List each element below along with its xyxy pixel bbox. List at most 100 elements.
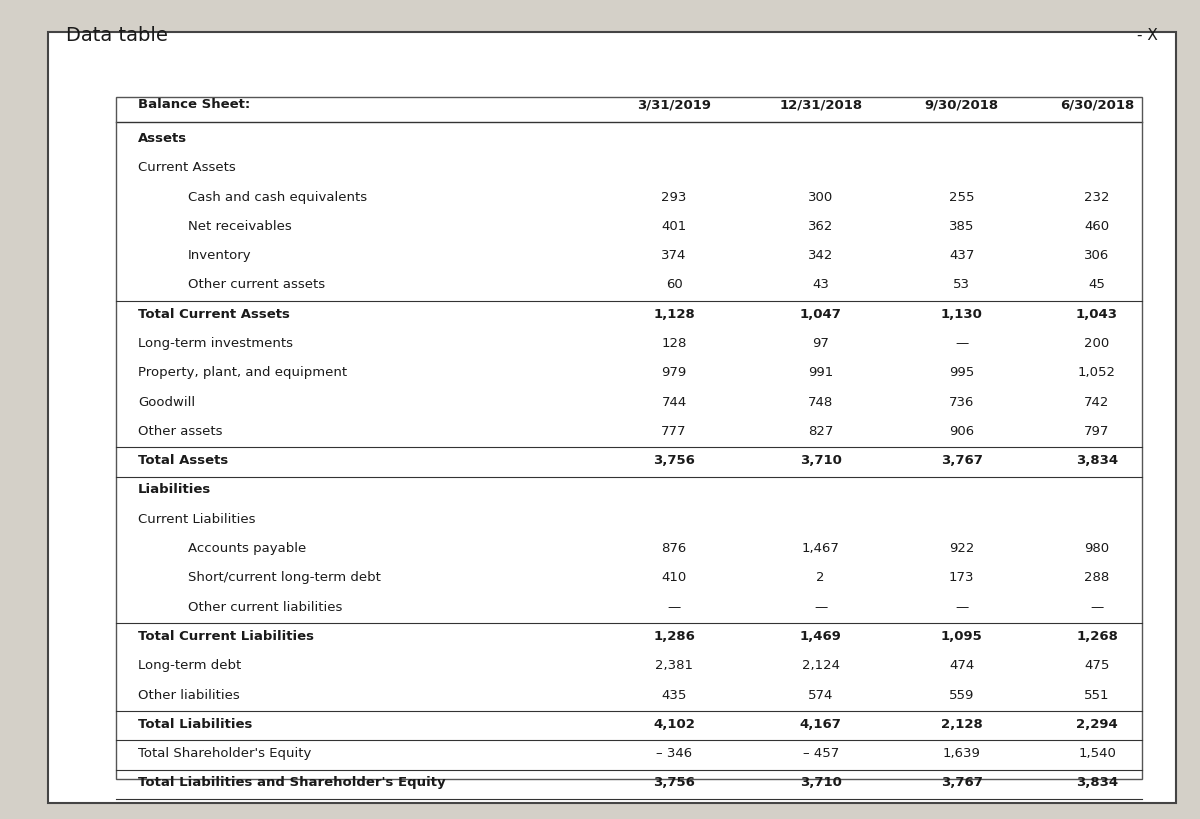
Text: Inventory: Inventory (188, 249, 252, 262)
Text: 876: 876 (661, 541, 686, 554)
Text: 306: 306 (1085, 249, 1110, 262)
Text: - X: - X (1138, 28, 1158, 43)
Text: 906: 906 (949, 424, 974, 437)
Text: 3,767: 3,767 (941, 776, 983, 789)
Text: 45: 45 (1088, 278, 1105, 291)
Text: 6/30/2018: 6/30/2018 (1060, 98, 1134, 111)
Text: 1,128: 1,128 (653, 307, 695, 320)
Text: 922: 922 (949, 541, 974, 554)
Text: Other current assets: Other current assets (188, 278, 325, 291)
Text: 980: 980 (1085, 541, 1110, 554)
Text: 362: 362 (808, 219, 833, 233)
Text: Total Current Assets: Total Current Assets (138, 307, 290, 320)
Text: 300: 300 (808, 190, 833, 203)
Text: 255: 255 (949, 190, 974, 203)
Text: 3/31/2019: 3/31/2019 (637, 98, 712, 111)
Text: 3,710: 3,710 (799, 454, 841, 467)
Text: 777: 777 (661, 424, 686, 437)
Text: 995: 995 (949, 366, 974, 379)
Text: 1,540: 1,540 (1078, 746, 1116, 759)
Text: 1,286: 1,286 (653, 629, 695, 642)
Text: 559: 559 (949, 688, 974, 701)
Text: 1,467: 1,467 (802, 541, 840, 554)
Text: Total Liabilities: Total Liabilities (138, 717, 253, 730)
Text: 551: 551 (1085, 688, 1110, 701)
Text: 1,047: 1,047 (799, 307, 841, 320)
Text: 3,756: 3,756 (653, 776, 695, 789)
Text: 12/31/2018: 12/31/2018 (779, 98, 863, 111)
Text: Net receivables: Net receivables (188, 219, 292, 233)
Text: Total Current Liabilities: Total Current Liabilities (138, 629, 314, 642)
Text: 748: 748 (808, 395, 833, 408)
Text: Long-term debt: Long-term debt (138, 658, 241, 672)
Text: 2,124: 2,124 (802, 658, 840, 672)
Text: 374: 374 (661, 249, 686, 262)
Text: 1,052: 1,052 (1078, 366, 1116, 379)
Text: 827: 827 (808, 424, 833, 437)
Text: 293: 293 (661, 190, 686, 203)
Text: 3,767: 3,767 (941, 454, 983, 467)
Text: Long-term investments: Long-term investments (138, 337, 293, 350)
Text: Assets: Assets (138, 132, 187, 145)
Text: —: — (667, 600, 680, 613)
Text: Cash and cash equivalents: Cash and cash equivalents (188, 190, 367, 203)
Text: 97: 97 (812, 337, 829, 350)
Text: 60: 60 (666, 278, 683, 291)
Text: Accounts payable: Accounts payable (188, 541, 306, 554)
Text: 43: 43 (812, 278, 829, 291)
Text: 460: 460 (1085, 219, 1110, 233)
Text: Other assets: Other assets (138, 424, 223, 437)
Text: 3,834: 3,834 (1076, 776, 1118, 789)
Text: 2,294: 2,294 (1076, 717, 1118, 730)
Text: Property, plant, and equipment: Property, plant, and equipment (138, 366, 347, 379)
Text: 742: 742 (1085, 395, 1110, 408)
Text: Balance Sheet:: Balance Sheet: (138, 98, 251, 111)
Text: 2,381: 2,381 (655, 658, 694, 672)
Text: Goodwill: Goodwill (138, 395, 196, 408)
Text: Other liabilities: Other liabilities (138, 688, 240, 701)
Text: 744: 744 (661, 395, 686, 408)
Text: 1,043: 1,043 (1076, 307, 1118, 320)
Text: 474: 474 (949, 658, 974, 672)
Text: 1,130: 1,130 (941, 307, 983, 320)
Text: 4,102: 4,102 (653, 717, 695, 730)
Text: 1,268: 1,268 (1076, 629, 1118, 642)
Text: 736: 736 (949, 395, 974, 408)
Text: —: — (955, 337, 968, 350)
Text: Liabilities: Liabilities (138, 483, 211, 495)
Text: 574: 574 (808, 688, 833, 701)
Text: —: — (1091, 600, 1104, 613)
Text: 173: 173 (949, 571, 974, 584)
Text: 435: 435 (661, 688, 686, 701)
Text: 3,834: 3,834 (1076, 454, 1118, 467)
Text: 979: 979 (661, 366, 686, 379)
Text: 4,167: 4,167 (799, 717, 841, 730)
Text: Current Assets: Current Assets (138, 161, 236, 174)
Text: 401: 401 (661, 219, 686, 233)
Text: Other current liabilities: Other current liabilities (188, 600, 342, 613)
Text: Data table: Data table (66, 26, 168, 45)
Text: 288: 288 (1085, 571, 1110, 584)
Text: Short/current long-term debt: Short/current long-term debt (188, 571, 380, 584)
Text: 342: 342 (808, 249, 833, 262)
Text: 128: 128 (661, 337, 686, 350)
Text: 1,639: 1,639 (943, 746, 980, 759)
Text: Current Liabilities: Current Liabilities (138, 512, 256, 525)
Text: 991: 991 (808, 366, 833, 379)
Text: 3,756: 3,756 (653, 454, 695, 467)
Text: Total Assets: Total Assets (138, 454, 228, 467)
Text: —: — (955, 600, 968, 613)
Text: 2: 2 (816, 571, 824, 584)
Text: 2,128: 2,128 (941, 717, 983, 730)
Text: 200: 200 (1085, 337, 1110, 350)
Text: 9/30/2018: 9/30/2018 (925, 98, 998, 111)
Text: 475: 475 (1085, 658, 1110, 672)
Text: Total Liabilities and Shareholder's Equity: Total Liabilities and Shareholder's Equi… (138, 776, 446, 789)
FancyBboxPatch shape (48, 33, 1176, 803)
Text: 232: 232 (1085, 190, 1110, 203)
Text: Total Shareholder's Equity: Total Shareholder's Equity (138, 746, 312, 759)
Text: 1,095: 1,095 (941, 629, 983, 642)
Text: 53: 53 (953, 278, 970, 291)
Text: 385: 385 (949, 219, 974, 233)
Text: 3,710: 3,710 (799, 776, 841, 789)
